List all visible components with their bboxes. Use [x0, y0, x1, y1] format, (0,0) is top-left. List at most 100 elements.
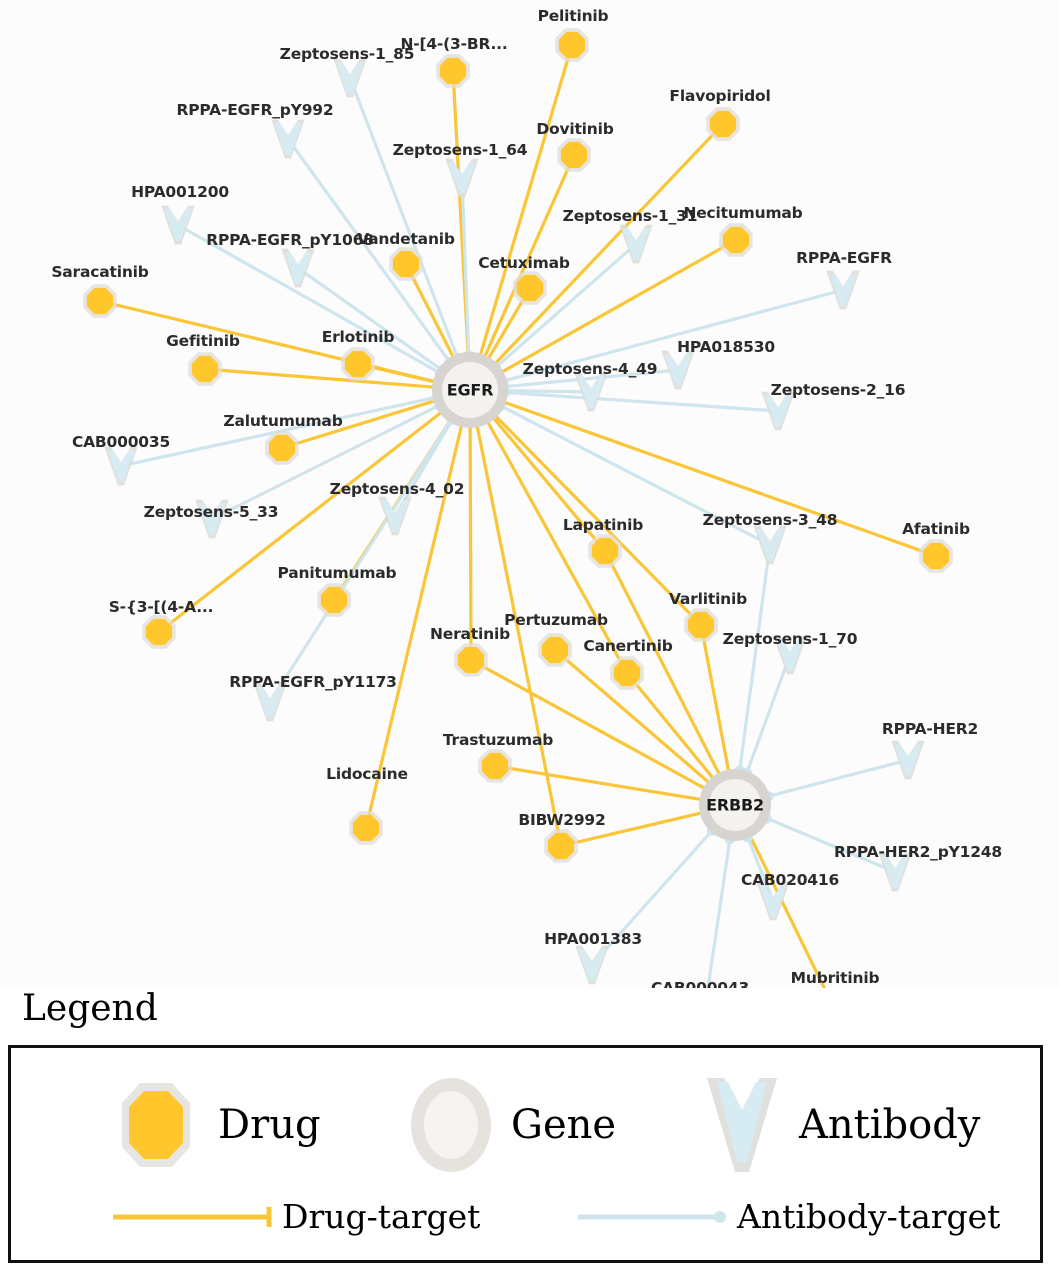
antibody-chevron-icon: [707, 1078, 777, 1172]
drug-target-edge: [498, 238, 738, 375]
antibody-target-edge: [210, 403, 442, 521]
antibody-node[interactable]: [333, 58, 367, 98]
drug-target-edge: [364, 421, 464, 830]
antibody-target-edge: [460, 176, 471, 358]
drug-node[interactable]: [436, 54, 470, 88]
antibody-target-edge: [737, 543, 772, 773]
legend-item-antibody: Antibody: [697, 1070, 980, 1180]
network-svg: [83, 28, 953, 1000]
drug-node[interactable]: [588, 534, 622, 568]
antibody-target-edge: [498, 404, 772, 547]
drug-node[interactable]: [265, 431, 299, 465]
antibody-node[interactable]: [445, 158, 479, 198]
drug-target-edge: [748, 833, 832, 1000]
drug-node[interactable]: [478, 749, 512, 783]
legend-item-antibody-target-edge: Antibody-target: [576, 1200, 1000, 1233]
antibody-target-edge: [493, 242, 638, 370]
drug-node[interactable]: [188, 352, 222, 386]
antibody-node[interactable]: [195, 499, 229, 539]
drug-node[interactable]: [719, 223, 753, 257]
legend-item-drug-target-edge: Drug-target: [111, 1200, 480, 1233]
drug-target-edge: [468, 422, 473, 662]
drug-node[interactable]: [349, 811, 383, 845]
gene-circle-icon: [411, 1078, 491, 1172]
legend-label-drug-target: Drug-target: [282, 1197, 481, 1236]
drug-target-edge-icon: [113, 1206, 272, 1227]
drug-target-edge: [559, 811, 704, 848]
drug-node[interactable]: [706, 107, 740, 141]
antibody-node[interactable]: [891, 740, 925, 780]
antibody-node[interactable]: [253, 682, 287, 722]
drug-node[interactable]: [513, 271, 547, 305]
antibody-target-edge: [766, 758, 910, 799]
drug-node[interactable]: [317, 583, 351, 617]
antibody-target-edge: [268, 417, 454, 704]
antibody-target-edge: [296, 266, 444, 372]
drug-target-edge: [482, 153, 576, 361]
antibody-node[interactable]: [104, 446, 138, 486]
drug-node[interactable]: [557, 138, 591, 172]
antibody-target-edge: [704, 837, 732, 1000]
legend-label-gene: Gene: [511, 1102, 617, 1148]
legend-title: Legend: [22, 988, 158, 1029]
antibody-target-edge: [764, 816, 897, 874]
legend-label-antibody: Antibody: [799, 1102, 981, 1148]
legend-label-antibody-target: Antibody-target: [737, 1197, 1001, 1236]
network-graph-canvas[interactable]: Zeptosens-1_85 RPPA-EGFR_pY992 HPA001200 RP…: [0, 0, 1059, 1000]
drug-target-edge: [699, 623, 731, 774]
drug-target-edge: [603, 549, 722, 777]
drug-target-edge: [469, 658, 707, 791]
legend-item-gene: Gene: [403, 1070, 616, 1180]
antibody-node[interactable]: [575, 945, 609, 985]
drug-target-edge: [492, 412, 703, 627]
drug-target-edge: [500, 399, 938, 558]
antibody-node[interactable]: [756, 881, 790, 921]
drug-node[interactable]: [555, 28, 589, 62]
drug-target-edge: [157, 409, 445, 634]
antibody-target-edge: [501, 288, 845, 383]
drug-octagon-icon: [122, 1083, 190, 1167]
gene-node-core[interactable]: [442, 362, 498, 418]
antibody-node[interactable]: [281, 248, 315, 288]
drug-target-edge: [478, 43, 574, 359]
drug-target-edge: [484, 418, 629, 675]
drug-node[interactable]: [142, 615, 176, 649]
antibody-target-edge: [348, 76, 460, 360]
drug-target-edge: [491, 122, 725, 367]
drug-node[interactable]: [538, 633, 572, 667]
drug-target-edge: [203, 367, 438, 389]
edges-layer: [98, 43, 938, 1000]
legend-box: Drug Gene Antibody Drug-target: [8, 1045, 1043, 1263]
drug-node[interactable]: [389, 247, 423, 281]
drug-node[interactable]: [341, 347, 375, 381]
drug-node[interactable]: [684, 608, 718, 642]
antibody-target-edge: [590, 828, 714, 967]
drug-target-edge: [475, 421, 563, 848]
gene-node-core[interactable]: [709, 779, 761, 831]
antibody-target-edge: [502, 388, 593, 394]
drug-node[interactable]: [919, 539, 953, 573]
antibody-node[interactable]: [826, 270, 860, 310]
antibody-node[interactable]: [878, 852, 912, 892]
antibody-node[interactable]: [378, 496, 412, 536]
antibody-target-edge: [502, 390, 780, 413]
drug-target-edge: [553, 648, 711, 785]
drug-target-edge: [493, 764, 704, 802]
drug-node[interactable]: [83, 284, 117, 318]
drug-node[interactable]: [544, 829, 578, 863]
legend-item-drug: Drug: [106, 1070, 321, 1180]
drug-target-edge: [280, 398, 440, 450]
drug-node[interactable]: [610, 656, 644, 690]
antibody-node[interactable]: [161, 205, 195, 245]
antibody-node[interactable]: [773, 635, 807, 675]
antibody-node[interactable]: [619, 224, 653, 264]
antibody-target-edge: [745, 653, 792, 775]
drug-node[interactable]: [454, 643, 488, 677]
antibody-target-edge: [176, 223, 442, 375]
drug-target-edge: [490, 414, 607, 553]
antibody-node[interactable]: [753, 525, 787, 565]
antibody-target-edge-icon: [578, 1210, 726, 1223]
antibody-target-edge: [502, 368, 680, 389]
antibody-target-edge: [745, 835, 775, 903]
antibody-target-edge: [286, 137, 452, 365]
